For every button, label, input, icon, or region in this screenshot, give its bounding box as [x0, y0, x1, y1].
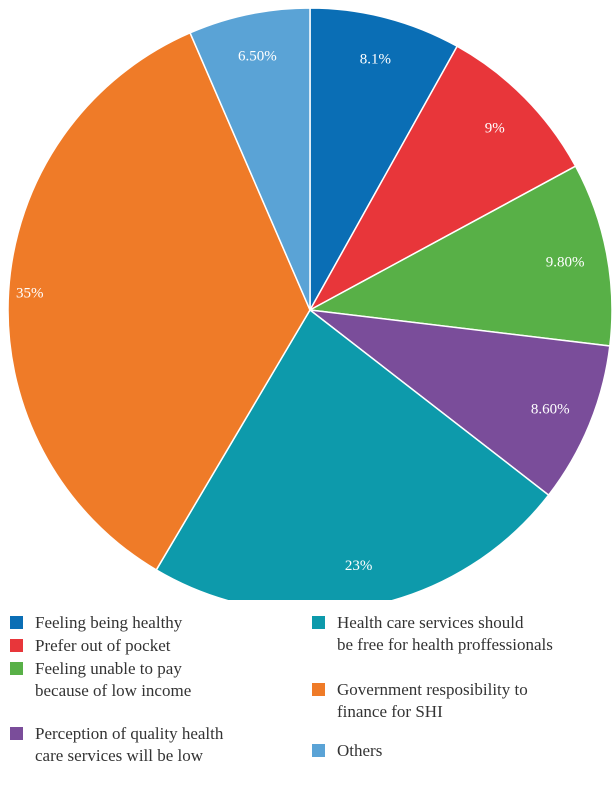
legend-item-quality-low: Perception of quality health care servic… [10, 723, 223, 767]
legend-swatch [312, 744, 325, 757]
legend-item-unable-to-pay: Feeling unable to pay because of low inc… [10, 658, 191, 702]
legend-label: Feeling being healthy [35, 613, 183, 632]
pie-slice-feeling-healthy [309, 7, 459, 313]
legend-swatch [10, 616, 23, 629]
legend-label: Health care services should be free for … [337, 613, 553, 654]
legend-label: Perception of quality health care servic… [35, 724, 224, 765]
legend-swatch [312, 616, 325, 629]
legend-swatch [10, 662, 23, 675]
slice-label-feeling-healthy: 8.1% [360, 52, 391, 68]
pie-slice-government-responsibility [7, 31, 311, 571]
legend: Feeling being healthy Prefer out of pock… [10, 612, 610, 792]
slice-label-out-of-pocket: 9% [485, 121, 505, 137]
legend-item-others: Others [312, 740, 382, 762]
slice-label-government-responsibility: 35% [16, 285, 44, 301]
pie-slice-unable-to-pay [307, 165, 612, 347]
legend-label: Others [337, 741, 383, 760]
legend-swatch [10, 639, 23, 652]
legend-item-government-responsibility: Government resposibility to finance for … [312, 679, 528, 723]
pie-slice-quality-low [307, 308, 611, 497]
pie-chart: 8.1% 9% 9.80% 8.60% 23% 35% 6.50% [7, 7, 612, 600]
slice-label-others: 6.50% [238, 49, 277, 65]
slice-label-unable-to-pay: 9.80% [546, 254, 585, 270]
legend-label: Prefer out of pocket [35, 636, 171, 655]
slice-label-quality-low: 8.60% [531, 402, 570, 418]
legend-item-feeling-healthy: Feeling being healthy [10, 612, 182, 634]
pie-slice-free-for-professionals [155, 308, 550, 600]
pie-slice-out-of-pocket [308, 45, 577, 312]
legend-swatch [312, 683, 325, 696]
legend-item-free-for-professionals: Health care services should be free for … [312, 612, 553, 656]
legend-swatch [10, 727, 23, 740]
pie-slice-others [189, 7, 311, 311]
legend-label: Government resposibility to finance for … [337, 680, 528, 721]
legend-item-out-of-pocket: Prefer out of pocket [10, 635, 170, 657]
legend-label: Feeling unable to pay because of low inc… [35, 659, 192, 700]
slice-label-free-for-professionals: 23% [345, 558, 373, 574]
